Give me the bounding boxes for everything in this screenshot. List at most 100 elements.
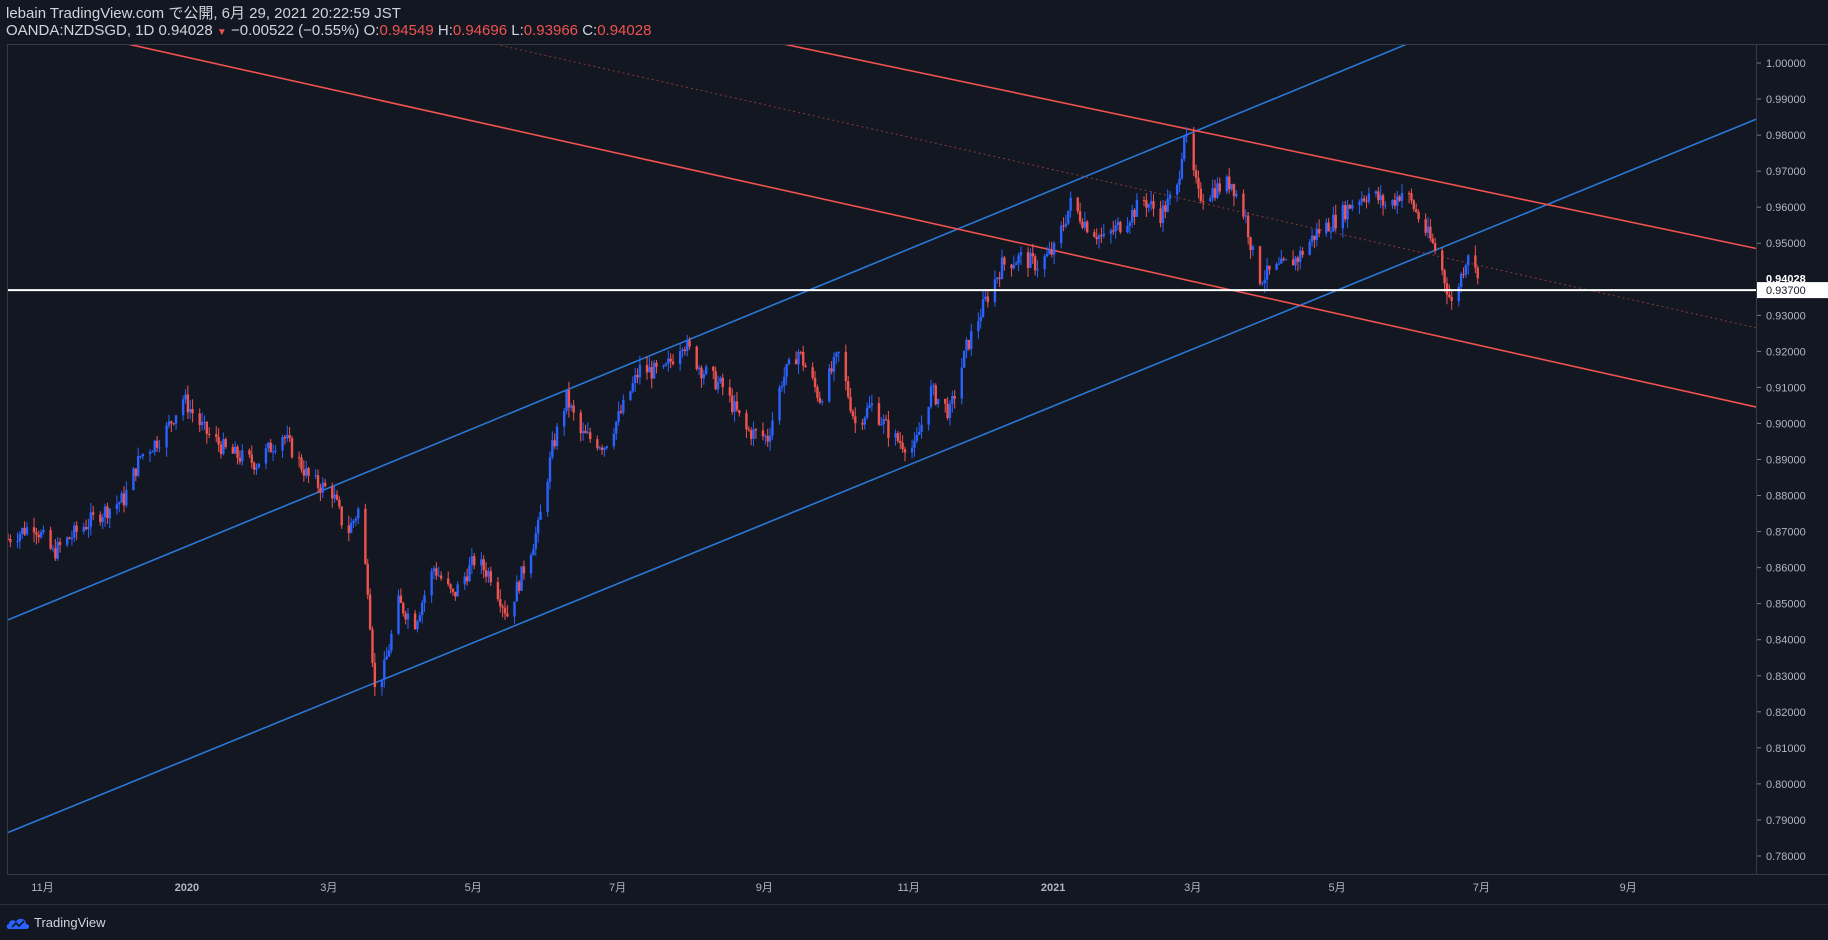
candle xyxy=(1457,283,1460,307)
candle-body xyxy=(430,571,433,596)
candle xyxy=(1168,190,1172,206)
candle-body xyxy=(219,444,223,454)
candle xyxy=(1147,203,1150,213)
candle-body xyxy=(170,421,173,424)
candle-body xyxy=(1194,170,1198,178)
candle-body xyxy=(132,468,135,491)
candle xyxy=(385,647,388,660)
candle-body xyxy=(1334,214,1337,229)
time-tick-label: 9月 xyxy=(1620,882,1637,894)
price-tick-label: 0.97000 xyxy=(1766,166,1806,178)
candle-body xyxy=(846,381,850,397)
candle-body xyxy=(1109,230,1113,234)
candle-body xyxy=(1381,195,1385,206)
candle-body xyxy=(1192,133,1195,171)
candle xyxy=(141,453,145,460)
trendline-middle-red[interactable] xyxy=(124,45,1757,409)
candle xyxy=(264,443,268,470)
candle xyxy=(652,360,656,380)
price-axis[interactable]: 1.00000 0.99000 0.98000 0.97000 0.96000 0.950… xyxy=(1756,44,1828,875)
candle xyxy=(217,428,220,452)
candle-body xyxy=(122,493,126,506)
candle xyxy=(373,653,377,696)
candle-body xyxy=(16,541,19,543)
candle xyxy=(749,427,753,446)
candle xyxy=(1095,228,1098,245)
trendline-upper-blue[interactable] xyxy=(8,45,1409,621)
candle-body xyxy=(87,526,90,530)
price-tick-label: 0.81000 xyxy=(1766,743,1806,755)
candle xyxy=(603,446,606,457)
candle xyxy=(984,289,987,302)
candle-body xyxy=(496,582,500,600)
candle xyxy=(283,434,287,445)
candle-body xyxy=(1149,201,1153,205)
candle xyxy=(662,364,665,369)
candle-body xyxy=(747,429,750,431)
candle-body xyxy=(555,426,559,447)
candle xyxy=(728,379,732,403)
candle-body xyxy=(1258,246,1262,284)
candle-body xyxy=(712,366,715,371)
candle xyxy=(1384,201,1387,210)
candle xyxy=(951,390,954,413)
candle-body xyxy=(780,386,784,388)
high-value: 0.94696 xyxy=(452,22,508,39)
candle xyxy=(387,644,391,658)
candle xyxy=(1048,241,1051,256)
candle-body xyxy=(92,512,95,515)
candle xyxy=(1097,233,1101,249)
candle xyxy=(1216,177,1219,200)
candle xyxy=(437,566,440,577)
candle xyxy=(716,375,720,394)
candle xyxy=(513,601,516,624)
candle-body xyxy=(215,434,218,437)
candle xyxy=(1031,243,1034,265)
candle xyxy=(305,460,308,479)
brand-logo[interactable]: TradingView xyxy=(6,915,106,930)
candle xyxy=(712,365,715,380)
candle xyxy=(1017,252,1020,272)
candle xyxy=(1275,262,1278,271)
candle xyxy=(1433,237,1437,255)
candle-body xyxy=(1284,259,1288,261)
candle xyxy=(250,445,253,469)
candle xyxy=(1026,247,1030,277)
candle xyxy=(1152,193,1155,217)
candle-body xyxy=(749,430,753,439)
candle xyxy=(780,381,784,392)
candle xyxy=(25,522,29,537)
time-tick-label: 2021 xyxy=(1041,882,1065,894)
trendline-dotted-red[interactable] xyxy=(491,45,1757,329)
chart-pane[interactable] xyxy=(7,44,1757,875)
trendline-upper-red[interactable] xyxy=(780,45,1757,250)
price-chart[interactable] xyxy=(8,45,1757,874)
candle xyxy=(186,385,190,419)
candle xyxy=(1230,183,1233,192)
candle xyxy=(998,271,1001,288)
candle-body xyxy=(981,299,985,317)
candle-body xyxy=(664,363,668,366)
candle-body xyxy=(1242,193,1245,217)
candle xyxy=(255,463,258,475)
candle xyxy=(92,505,95,521)
candle-body xyxy=(1282,258,1285,260)
candle-body xyxy=(899,441,902,443)
candle-body xyxy=(1308,242,1311,255)
candle-body xyxy=(487,571,490,577)
candle-body xyxy=(413,613,417,630)
candle-body xyxy=(399,595,403,603)
trendline-lower-blue[interactable] xyxy=(8,118,1757,834)
candle xyxy=(447,571,450,587)
candle xyxy=(936,398,940,408)
candle-body xyxy=(1400,193,1404,201)
candle xyxy=(1412,199,1416,212)
candle-body xyxy=(617,411,620,422)
candle-body xyxy=(787,359,791,365)
time-axis[interactable]: 11月 2020 3月 5月 7月 9月 11月 2021 3月 5月 7月 9月 xyxy=(7,874,1756,904)
candle xyxy=(1258,245,1262,286)
candle xyxy=(944,398,947,413)
candle xyxy=(1149,191,1153,211)
candle-body xyxy=(82,527,85,532)
candle xyxy=(1476,265,1479,285)
